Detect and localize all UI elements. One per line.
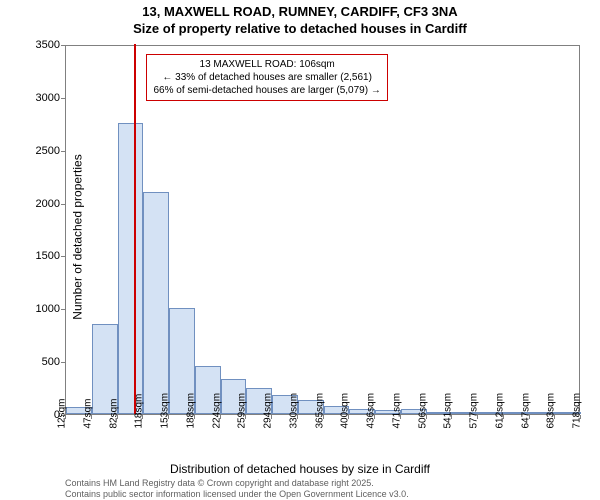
y-tick-label: 3500: [36, 39, 60, 51]
chart-title: 13, MAXWELL ROAD, RUMNEY, CARDIFF, CF3 3…: [0, 4, 600, 19]
x-tick: [65, 415, 66, 419]
x-tick: [426, 415, 427, 419]
x-tick: [323, 415, 324, 419]
annotation-line-3: 66% of semi-detached houses are larger (…: [153, 84, 380, 97]
chart-subtitle: Size of property relative to detached ho…: [0, 21, 600, 36]
y-tick-label: 3000: [36, 92, 60, 104]
y-tick: [61, 362, 65, 363]
chart-container: 13, MAXWELL ROAD, RUMNEY, CARDIFF, CF3 3…: [0, 0, 600, 500]
x-axis-label: Distribution of detached houses by size …: [0, 462, 600, 476]
footer-line-2: Contains public sector information licen…: [65, 489, 409, 500]
footer-attribution: Contains HM Land Registry data © Crown c…: [65, 478, 409, 500]
property-marker-line: [134, 44, 136, 414]
x-tick: [580, 415, 581, 419]
y-tick: [61, 256, 65, 257]
y-tick: [61, 309, 65, 310]
x-tick: [400, 415, 401, 419]
x-tick: [554, 415, 555, 419]
x-tick: [297, 415, 298, 419]
histogram-bar: [143, 192, 169, 414]
y-tick-label: 1000: [36, 303, 60, 315]
annotation-line-1: 13 MAXWELL ROAD: 106sqm: [153, 58, 380, 71]
annotation-box: 13 MAXWELL ROAD: 106sqm← 33% of detached…: [146, 54, 387, 101]
x-tick: [117, 415, 118, 419]
plot-area: 13 MAXWELL ROAD: 106sqm← 33% of detached…: [65, 45, 580, 415]
y-tick-label: 2500: [36, 145, 60, 157]
annotation-line-2: ← 33% of detached houses are smaller (2,…: [153, 71, 380, 84]
footer-line-1: Contains HM Land Registry data © Crown c…: [65, 478, 409, 489]
x-tick: [451, 415, 452, 419]
y-tick: [61, 151, 65, 152]
y-tick: [61, 45, 65, 46]
x-tick: [348, 415, 349, 419]
x-tick: [142, 415, 143, 419]
x-tick: [168, 415, 169, 419]
histogram-bar: [118, 123, 144, 414]
y-tick: [61, 204, 65, 205]
y-tick: [61, 98, 65, 99]
x-tick: [220, 415, 221, 419]
x-tick: [194, 415, 195, 419]
x-tick: [529, 415, 530, 419]
x-tick: [477, 415, 478, 419]
y-tick-label: 1500: [36, 250, 60, 262]
x-tick: [374, 415, 375, 419]
x-tick: [91, 415, 92, 419]
x-tick: [271, 415, 272, 419]
y-tick-label: 500: [42, 356, 60, 368]
y-tick-label: 2000: [36, 198, 60, 210]
x-tick: [245, 415, 246, 419]
x-tick: [503, 415, 504, 419]
